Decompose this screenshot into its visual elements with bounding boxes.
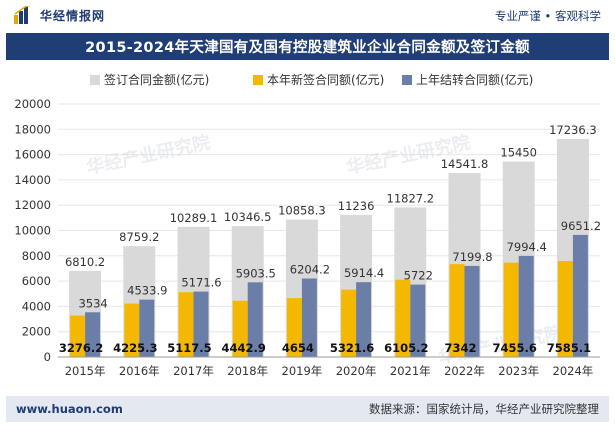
y-tick-label: 2000 [22,325,51,339]
brand-name: 华经情报网 [40,8,106,23]
data-labels: 6810.2 3534 3276.2 8759.2 4533.9 4225.3 10289.… [59,123,601,355]
site-url: www.huaon.com [16,402,123,416]
bar-new-contracts [70,315,86,357]
y-tick-label: 8000 [22,249,51,263]
title-bar: 2015-2024年天津国有及国有控股建筑业企业合同金额及签订金额 [6,33,609,60]
bar-new-contracts [503,262,519,357]
bar-carried-over [301,278,317,357]
data-label-new-contracts: 3276.2 [59,341,103,355]
bar-chart: 签订合同金额(亿元) 本年新签合同额(亿元) 上年结转合同额(亿元) 华经产业研究院… [14,72,601,378]
y-tick-label: 6000 [22,274,51,288]
bar-new-contracts [232,300,248,357]
watermark-text: 华经产业研究院 [344,131,472,179]
bar-new-contracts [178,292,194,357]
legend-label: 本年新签合同额(亿元) [267,72,384,87]
bar-carried-over [356,282,372,357]
bar-new-contracts [449,264,465,357]
legend-label: 上年结转合同额(亿元) [416,72,533,87]
x-tick-label: 2015年 [65,364,106,378]
slogan: 专业严谨 • 客观科学 [494,9,601,23]
bar-new-contracts [395,279,411,357]
footer-bar: www.huaon.com 数据来源：国家统计局，华经产业研究院整理 [6,396,609,422]
x-tick-label: 2018年 [227,364,268,378]
data-label-carried-over: 9651.2 [561,219,601,233]
bar-carried-over [464,265,480,357]
data-label-carried-over: 7199.8 [452,250,492,264]
bar-new-contracts [124,303,140,357]
data-label-total: 11236 [338,199,375,213]
watermark-text: 华经产业研究院 [84,131,212,179]
data-label-total: 11827.2 [387,191,435,205]
data-label-new-contracts: 4654 [282,341,314,355]
data-label-total: 14541.8 [441,157,489,171]
bar-carried-over [85,312,101,357]
data-label-total: 17236.3 [549,123,597,137]
x-tick-label: 2024年 [553,364,594,378]
x-tick-label: 2020年 [336,364,377,378]
legend: 签订合同金额(亿元) 本年新签合同额(亿元) 上年结转合同额(亿元) [90,72,533,87]
data-label-new-contracts: 5117.5 [167,341,211,355]
data-label-new-contracts: 7342 [444,341,476,355]
data-label-carried-over: 7994.4 [507,240,547,254]
x-tick-label: 2022年 [444,364,485,378]
data-label-new-contracts: 5321.6 [330,341,374,355]
data-label-carried-over: 3534 [78,296,107,310]
data-label-total: 15450 [500,146,537,160]
x-tick-label: 2017年 [173,364,214,378]
y-tick-label: 12000 [14,198,51,212]
y-axis: 0 2000 4000 6000 8000 10000 12000 14000 16000 180… [14,97,51,364]
bar-carried-over [139,299,155,357]
data-label-new-contracts: 4442.9 [222,341,266,355]
bar-carried-over [518,255,534,357]
bar-carried-over [193,291,209,357]
data-label-carried-over: 5171.6 [181,276,221,290]
chart-title: 2015-2024年天津国有及国有控股建筑业企业合同金额及签订金额 [85,40,530,56]
bar-new-contracts [286,298,302,357]
brand: 华经情报网 [14,6,105,24]
data-label-total: 10858.3 [278,204,326,218]
y-tick-label: 0 [44,350,51,364]
brand-logo-icon [14,6,31,24]
data-label-new-contracts: 7585.1 [547,341,591,355]
y-tick-label: 18000 [14,122,51,136]
x-tick-label: 2016年 [119,364,160,378]
legend-swatch [90,75,100,85]
data-label-carried-over: 5903.5 [236,266,276,280]
top-bar: 华经情报网 专业严谨 • 客观科学 [0,0,615,30]
x-tick-label: 2021年 [390,364,431,378]
bar-new-contracts [557,261,573,357]
y-tick-label: 14000 [14,173,51,187]
bar-new-contracts [341,289,357,357]
data-label-new-contracts: 7455.6 [493,341,537,355]
legend-swatch [402,75,412,85]
data-label-total: 6810.2 [65,255,105,269]
legend-swatch [253,75,263,85]
x-axis: 2015年 2016年 2017年 2018年 2019年 2020年 2021年 2022年… [58,356,600,378]
data-label-carried-over: 4533.9 [127,284,167,298]
data-label-total: 10289.1 [170,211,218,225]
data-label-carried-over: 6204.2 [290,263,330,277]
data-label-carried-over: 5914.4 [344,266,384,280]
bar-carried-over [247,282,263,357]
data-label-new-contracts: 6105.2 [384,341,428,355]
y-tick-label: 10000 [14,224,51,238]
data-label-carried-over: 5722 [404,269,433,283]
y-tick-label: 20000 [14,97,51,111]
x-tick-label: 2023年 [498,364,539,378]
y-tick-label: 4000 [22,299,51,313]
x-tick-label: 2019年 [282,364,323,378]
data-label-total: 10346.5 [224,210,272,224]
data-label-new-contracts: 4225.3 [113,341,157,355]
bars [69,138,589,357]
legend-label: 签订合同金额(亿元) [104,72,209,87]
data-label-total: 8759.2 [119,230,159,244]
bar-carried-over [410,284,426,357]
bar-carried-over [572,234,588,357]
y-tick-label: 16000 [14,148,51,162]
data-source: 数据来源：国家统计局，华经产业研究院整理 [369,402,599,416]
